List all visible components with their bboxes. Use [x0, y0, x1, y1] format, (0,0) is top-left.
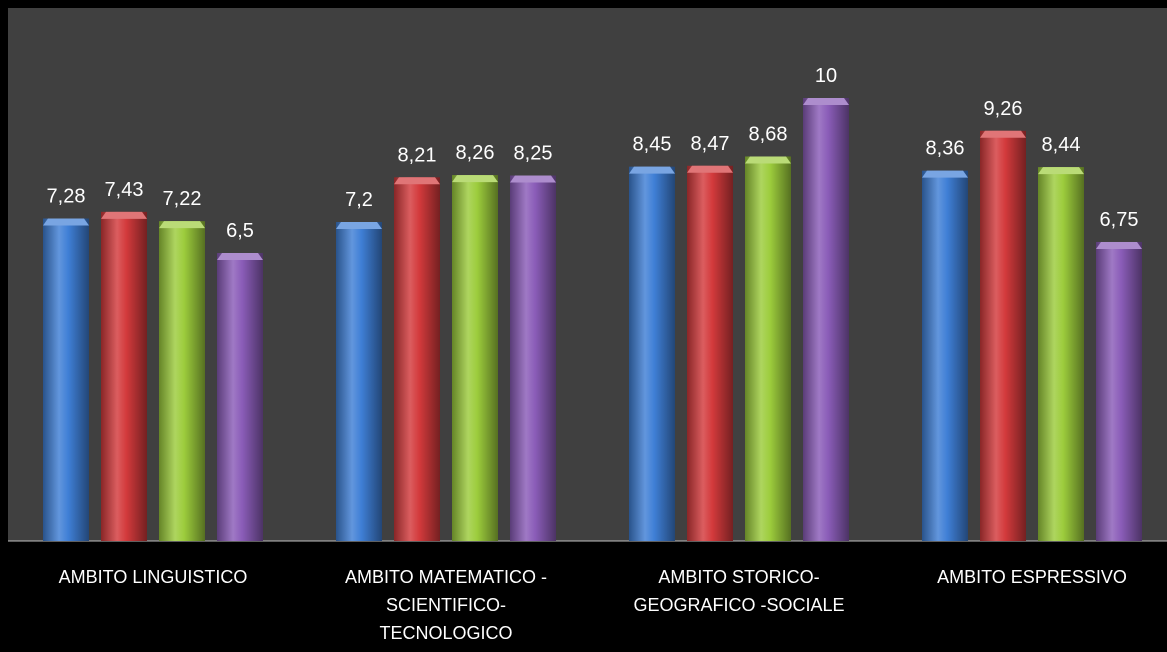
data-label: 8,44: [1042, 134, 1081, 156]
category-labels-group: AMBITO LINGUISTICO AMBITO MATEMATICO -SCI…: [59, 567, 1127, 643]
data-label: 8,36: [926, 138, 965, 160]
bar: [159, 221, 205, 542]
bar: [629, 166, 675, 542]
bar-top: [217, 253, 263, 261]
bar-top: [394, 177, 440, 185]
bar-top: [629, 166, 675, 174]
bar-top: [101, 211, 147, 219]
category-label: AMBITO MATEMATICO -SCIENTIFICO-TECNOLOGI…: [345, 567, 547, 643]
value-labels-group: 7,28 7,43 7,22 6,5 7,2 8,21 8,26 8,25 8,45 8,47 8,…: [47, 65, 1139, 242]
data-label: 8,25: [514, 143, 553, 165]
bar: [510, 175, 556, 541]
data-label: 6,5: [226, 220, 254, 242]
bar: [394, 177, 440, 541]
bar: [922, 170, 968, 542]
bar: [336, 222, 382, 542]
data-label: 7,43: [105, 179, 144, 201]
bar: [1096, 241, 1142, 541]
data-label: 9,26: [984, 98, 1023, 120]
bar: [101, 211, 147, 541]
data-label: 6,75: [1100, 209, 1139, 231]
bar: [687, 165, 733, 542]
data-label: 7,2: [345, 189, 373, 211]
bar: [745, 156, 791, 541]
bar: [980, 130, 1026, 542]
bar-top: [452, 175, 498, 183]
bar-top: [980, 130, 1026, 138]
data-label: 7,22: [163, 188, 202, 210]
bar-top: [922, 170, 968, 178]
category-label: AMBITO LINGUISTICO: [59, 567, 248, 587]
bar-top: [159, 221, 205, 229]
bar-top: [745, 156, 791, 164]
data-label: 8,26: [456, 142, 495, 164]
data-label: 10: [815, 65, 837, 87]
data-label: 8,45: [633, 134, 672, 156]
bar-top: [43, 218, 89, 226]
category-label: AMBITO STORICO-GEOGRAFICO -SOCIALE: [633, 567, 844, 615]
data-label: 8,68: [749, 123, 788, 145]
data-label: 8,21: [398, 144, 437, 166]
bar: [1038, 167, 1084, 541]
bar-top: [687, 165, 733, 173]
bar-top: [803, 98, 849, 105]
category-label: AMBITO ESPRESSIVO: [937, 567, 1127, 587]
bar-top: [1096, 241, 1142, 249]
bars-group: [43, 98, 1142, 542]
bar: [217, 253, 263, 542]
bar: [452, 175, 498, 541]
bar-top: [1038, 167, 1084, 175]
data-label: 7,28: [47, 185, 86, 207]
bar-top: [336, 222, 382, 230]
bar: [803, 98, 849, 541]
bar-top: [510, 175, 556, 183]
bar: [43, 218, 89, 541]
data-label: 8,47: [691, 133, 730, 155]
